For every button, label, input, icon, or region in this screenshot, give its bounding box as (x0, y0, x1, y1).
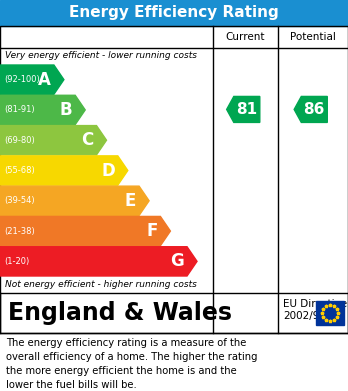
Polygon shape (0, 126, 106, 155)
Polygon shape (0, 95, 85, 125)
Text: D: D (101, 161, 115, 179)
Text: 2002/91/EC: 2002/91/EC (283, 311, 343, 321)
Polygon shape (0, 65, 64, 94)
Text: EU Directive: EU Directive (283, 299, 347, 309)
Text: F: F (146, 222, 157, 240)
Text: B: B (60, 101, 72, 119)
Text: (39-54): (39-54) (4, 196, 34, 205)
Text: E: E (125, 192, 136, 210)
Text: 81: 81 (236, 102, 258, 117)
Text: C: C (81, 131, 94, 149)
Text: Very energy efficient - lower running costs: Very energy efficient - lower running co… (5, 52, 197, 61)
Text: G: G (170, 252, 184, 270)
Text: (1-20): (1-20) (4, 257, 29, 266)
Text: (69-80): (69-80) (4, 136, 35, 145)
Polygon shape (0, 217, 171, 246)
Text: (55-68): (55-68) (4, 166, 35, 175)
Text: (21-38): (21-38) (4, 226, 35, 235)
Text: Current: Current (226, 32, 265, 42)
Polygon shape (0, 186, 149, 215)
Text: overall efficiency of a home. The higher the rating: overall efficiency of a home. The higher… (6, 352, 258, 362)
Bar (0, 26, 348, 333)
Text: the more energy efficient the home is and the: the more energy efficient the home is an… (6, 366, 237, 376)
Text: 86: 86 (303, 102, 325, 117)
Bar (0, 0, 348, 26)
Text: England & Wales: England & Wales (8, 301, 232, 325)
Polygon shape (294, 97, 327, 122)
Text: The energy efficiency rating is a measure of the: The energy efficiency rating is a measur… (6, 338, 246, 348)
Text: (81-91): (81-91) (4, 106, 34, 115)
Text: (92-100): (92-100) (4, 75, 40, 84)
Text: Potential: Potential (290, 32, 336, 42)
Text: Energy Efficiency Rating: Energy Efficiency Rating (69, 5, 279, 20)
Polygon shape (227, 97, 260, 122)
Text: A: A (38, 71, 51, 89)
Text: Not energy efficient - higher running costs: Not energy efficient - higher running co… (5, 280, 197, 289)
Polygon shape (0, 247, 197, 276)
Bar (316, 301, 344, 325)
Text: lower the fuel bills will be.: lower the fuel bills will be. (6, 380, 137, 390)
Polygon shape (0, 156, 128, 185)
